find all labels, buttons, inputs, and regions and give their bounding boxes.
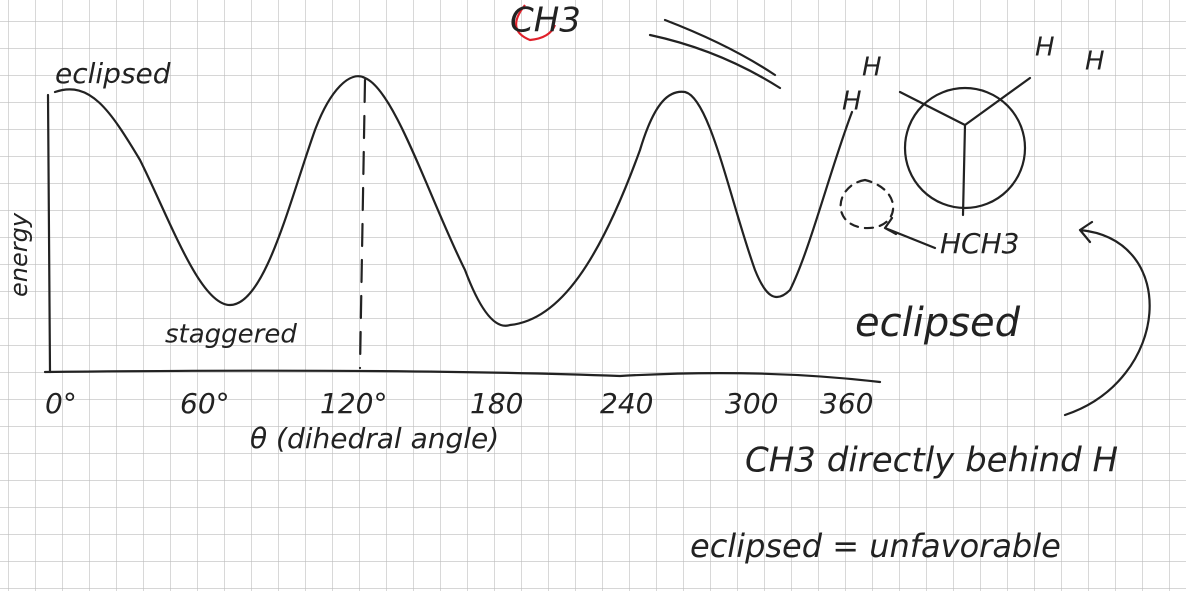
top-note: CH3	[510, 1, 581, 41]
x-tick-label: 360	[820, 387, 873, 420]
peak-label: eclipsed	[55, 57, 171, 90]
x-tick-label: 60°	[180, 387, 230, 420]
grid-paper	[0, 0, 1186, 591]
trough-label: staggered	[165, 320, 297, 350]
newman-h-1: H	[862, 53, 882, 83]
x-tick-label: 240	[600, 387, 653, 420]
newman-h-3: H	[1035, 33, 1055, 63]
y-axis-label: energy	[5, 212, 33, 297]
note-1: CH3 directly behind H	[745, 441, 1118, 481]
x-tick-label: 300	[725, 387, 778, 420]
newman-hch3: HCH3	[940, 227, 1019, 260]
newman-h-2: H	[842, 87, 862, 117]
notebook-page: eclipsed energy staggered θ (dihedral an…	[0, 0, 1186, 591]
x-tick-label: 0°	[45, 387, 77, 420]
newman-h-4: H	[1085, 47, 1105, 77]
x-tick-label: 180	[470, 387, 523, 420]
x-axis-label: θ (dihedral angle)	[250, 422, 499, 455]
note-2: eclipsed = unfavorable	[690, 527, 1061, 565]
newman-caption: eclipsed	[855, 300, 1021, 346]
x-tick-label: 120°	[320, 387, 387, 420]
